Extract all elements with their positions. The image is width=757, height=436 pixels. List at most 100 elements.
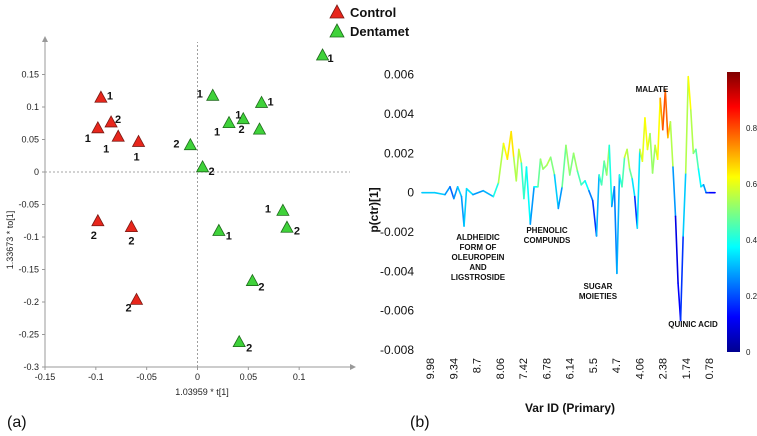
panel-label-b: (b) [410,414,430,431]
loading-line-segment [515,148,520,182]
scatter-x-tick-label: 0.1 [293,372,306,382]
line-x-tick-label: 6.78 [541,358,553,379]
line-x-tick-label: 9.34 [448,358,460,379]
scatter-x-tick-label: -0.05 [136,372,157,382]
loading-line-segment [453,185,459,200]
score-scatter-plot: -0.15 -0.1 -0.05 0 0.05 0.1 0.15 0.1 0.05 0 -0.05… [5,4,410,431]
line-x-tick-label: 0.78 [704,358,716,379]
point-label: 2 [173,139,179,151]
loading-line-segment [651,144,656,174]
point-label: 2 [115,114,121,126]
dentamet-point [222,115,236,128]
colorbar [727,72,740,352]
dentamet-point [245,273,260,286]
line-x-tick-label: 8.06 [495,358,507,379]
line-y-tick-label: 0 [407,186,414,200]
loading-line-segment [572,152,579,172]
loading-line-segment [580,180,586,186]
control-point [129,292,144,305]
scatter-y-tick-label: -0.2 [23,297,39,307]
loading-line-segment [553,174,560,210]
scatter-y-ticks: 0.15 0.1 0.05 0 -0.05 -0.1 -0.15 -0.2 -0.25 -0.3 [18,70,45,372]
point-label: 2 [246,343,252,355]
annotation: QUINIC ACID [668,320,718,329]
loading-line-segment [518,148,523,164]
loading-line-segment [591,199,598,237]
line-y-tick-label: 0.002 [384,146,414,160]
loading-line-segment [600,160,605,186]
line-y-tick-label: -0.008 [380,343,414,357]
point-label: 2 [128,236,134,248]
dentamet-point [236,111,250,125]
loading-line-segment [656,97,662,161]
legend-marker-dentamet [329,23,345,38]
point-label: 1 [85,133,91,145]
dentamet-point [254,95,269,108]
loading-line-segment [525,166,532,225]
loading-line-segment [649,132,654,174]
loading-line-segment [433,191,446,196]
line-x-tick-label: 2.38 [658,358,670,379]
point-label: 1 [214,127,220,139]
control-point [91,213,105,227]
legend-label-control: Control [350,5,396,20]
scatter-y-tick-label: -0.25 [18,330,39,340]
loading-line-segment [616,174,621,275]
loading-line-segment [568,152,575,176]
colorbar-tick-label: 0.6 [746,180,757,189]
control-point [124,219,139,233]
scatter-legend: Control Dentamet [329,4,410,39]
loading-line-segment [626,148,631,170]
loading-line-segment [679,235,684,322]
loading-line-segment [689,109,695,155]
dentamet-point [195,159,210,173]
scatter-y-label: 1.33673 * to[1] [5,211,15,270]
loading-line-segment [674,215,679,284]
annotation: ALDHEIDIC FORM OF OLEUROPEIN AND LIGSTROSIDE [451,233,506,282]
line-x-tick-label: 6.14 [565,358,577,379]
dentamet-point [276,203,290,216]
loading-line-segment [456,185,463,198]
line-x-tick-label: 9.98 [425,358,437,379]
loading-line-segment [608,144,613,208]
loading-line-segment [628,168,633,180]
point-label: 2 [91,230,97,242]
point-label: 1 [267,96,273,108]
loading-line-segment [684,75,690,174]
loading-line-segment [510,130,515,159]
point-label: 1 [226,231,232,243]
colorbar-ticks: 0.8 0.6 0.4 0.2 0 [746,124,757,357]
colorbar-tick-label: 0 [746,348,751,357]
loading-line-segment [549,156,556,176]
dentamet-point [212,223,226,236]
loading-line-segment [621,156,626,188]
loading-line-segment [644,117,649,151]
colorbar-tick-label: 0.8 [746,124,757,133]
scatter-y-tick-label: -0.05 [18,200,39,210]
line-x-label: Var ID (Primary) [525,401,615,415]
loading-line-segment [697,168,702,188]
scatter-x-tick-label: -0.15 [35,372,56,382]
loading-line-segment [682,172,687,237]
dentamet-point [183,137,198,151]
colorbar-tick-label: 0.2 [746,292,757,301]
scatter-x-arrow [350,364,356,370]
loading-line-segment [482,189,495,198]
loading-line-segment [672,166,677,218]
loading-line-segment [695,148,700,170]
annotation: SUGAR MOIETIES [579,282,618,301]
line-y-label: p(ctr)[1] [367,187,381,232]
loading-line-segment [492,182,500,198]
dentamet-point [315,48,330,61]
loading-line-segment [542,164,548,170]
colorbar-tick-label: 0.4 [746,236,757,245]
scatter-y-tick-label: 0.1 [26,102,39,112]
scatter-x-tick-label: 0.05 [240,372,258,382]
point-label: 2 [209,166,215,178]
loading-line-segment [664,89,669,139]
line-x-tick-label: 8.7 [472,358,484,373]
loading-line-segment [557,185,563,210]
point-label: 1 [197,88,203,100]
scatter-y-tick-label: -0.3 [23,362,39,372]
scatter-y-tick-label: 0.15 [21,70,39,80]
